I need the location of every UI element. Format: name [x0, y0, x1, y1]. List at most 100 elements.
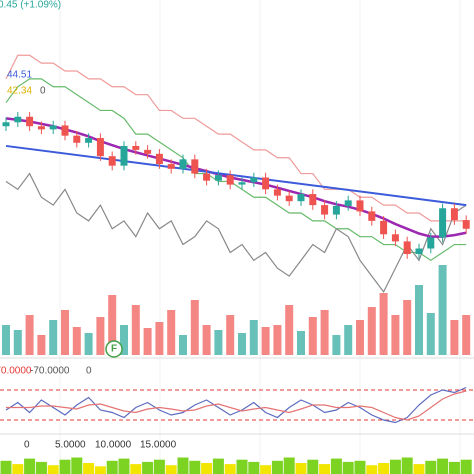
- osc-line: [6, 390, 467, 421]
- hist-bar: [401, 457, 413, 474]
- osc-label: -70.0000: [30, 366, 70, 377]
- volume-bar: [450, 320, 459, 355]
- candle-body: [203, 173, 211, 181]
- hist-bar: [177, 457, 189, 474]
- candle-body: [214, 175, 222, 181]
- hist-bar: [47, 465, 59, 474]
- candle-body: [356, 200, 364, 212]
- hist-bar: [319, 464, 331, 474]
- candle-body: [96, 138, 104, 157]
- candle-body: [37, 126, 45, 130]
- price-label: 42.34: [7, 86, 32, 97]
- hist-bar: [201, 463, 213, 474]
- hist-label: 10.0000: [95, 440, 132, 451]
- volume-bar: [238, 333, 246, 355]
- candle-body: [144, 149, 152, 154]
- hist-bar: [366, 465, 378, 474]
- trend-line: [5, 144, 467, 207]
- hist-bar: [130, 464, 142, 474]
- price-label: 0: [40, 86, 46, 97]
- volume-bar: [261, 327, 270, 355]
- volume-bar: [179, 335, 187, 355]
- event-marker[interactable]: [105, 340, 123, 358]
- candle-body: [2, 122, 10, 127]
- candle-body: [191, 159, 199, 174]
- candle-body: [108, 156, 116, 166]
- hist-bar: [295, 463, 307, 474]
- hist-bar: [71, 457, 83, 474]
- volume-bar: [226, 315, 235, 355]
- volume-bar: [379, 293, 388, 355]
- candle-body: [309, 194, 317, 206]
- hist-label: 15.0000: [140, 440, 177, 451]
- overlay-line: [5, 172, 467, 294]
- candle-body: [415, 248, 423, 255]
- candle-body: [226, 175, 234, 185]
- hist-bar: [153, 459, 165, 474]
- osc-label: 0: [86, 366, 92, 377]
- candle-body: [61, 125, 69, 136]
- hist-bar: [283, 457, 295, 474]
- hist-bar: [437, 458, 449, 474]
- hist-bar: [260, 465, 272, 474]
- candle-body: [462, 220, 470, 229]
- candle-body: [238, 182, 246, 185]
- osc-label: -70.0000: [0, 366, 32, 377]
- volume-bar: [367, 307, 376, 355]
- hist-bar: [12, 464, 24, 474]
- volume-bar: [249, 320, 258, 355]
- candle-body: [403, 241, 411, 255]
- volume-bar: [61, 310, 69, 355]
- hist-bar: [83, 463, 95, 474]
- volume-bar: [120, 325, 128, 355]
- hist-bar: [342, 461, 354, 474]
- candle-body: [73, 135, 81, 143]
- hist-bar: [106, 460, 118, 474]
- volume-bar: [462, 315, 471, 355]
- candle-body: [380, 220, 388, 235]
- hist-bar: [271, 460, 283, 474]
- overlay-line: [5, 54, 467, 222]
- hist-bar: [35, 461, 47, 474]
- overlay-line: [5, 117, 467, 238]
- price-label: 44.51: [7, 70, 32, 81]
- volume-bar: [155, 322, 164, 355]
- candle-body: [285, 195, 293, 202]
- hist-label: 0: [24, 440, 30, 451]
- hist-bar: [118, 458, 130, 474]
- volume-bar: [84, 333, 93, 355]
- event-marker-label: F: [111, 344, 117, 355]
- hist-bar: [425, 460, 437, 474]
- osc-line: [5, 386, 467, 424]
- volume-bar: [344, 325, 353, 355]
- volume-bar: [403, 300, 412, 355]
- hist-bar: [142, 461, 154, 474]
- volume-bar: [167, 310, 176, 355]
- candle-body: [26, 116, 34, 127]
- hist-bar: [448, 461, 460, 474]
- candle-body: [155, 153, 163, 165]
- candle-body: [132, 145, 140, 150]
- volume-bar: [415, 285, 423, 355]
- hist-bar: [354, 460, 366, 474]
- hist-bar: [24, 458, 36, 474]
- hist-bar: [189, 460, 201, 474]
- hist-bar: [389, 459, 401, 474]
- candle-body: [120, 145, 128, 166]
- candle-body: [439, 208, 447, 238]
- hist-bar: [248, 461, 260, 474]
- volume-bar: [202, 325, 211, 355]
- volume-bar: [190, 300, 199, 355]
- volume-bar: [37, 335, 46, 355]
- candle-body: [321, 205, 329, 215]
- volume-bar: [214, 330, 223, 355]
- hist-bar: [212, 458, 224, 474]
- candle-body: [344, 200, 352, 206]
- candle-body: [85, 138, 93, 143]
- candle-body: [179, 159, 187, 169]
- hist-label: 5.0000: [55, 440, 86, 451]
- volume-bar: [391, 315, 400, 355]
- hist-bar: [413, 464, 425, 474]
- volume-bar: [320, 310, 329, 355]
